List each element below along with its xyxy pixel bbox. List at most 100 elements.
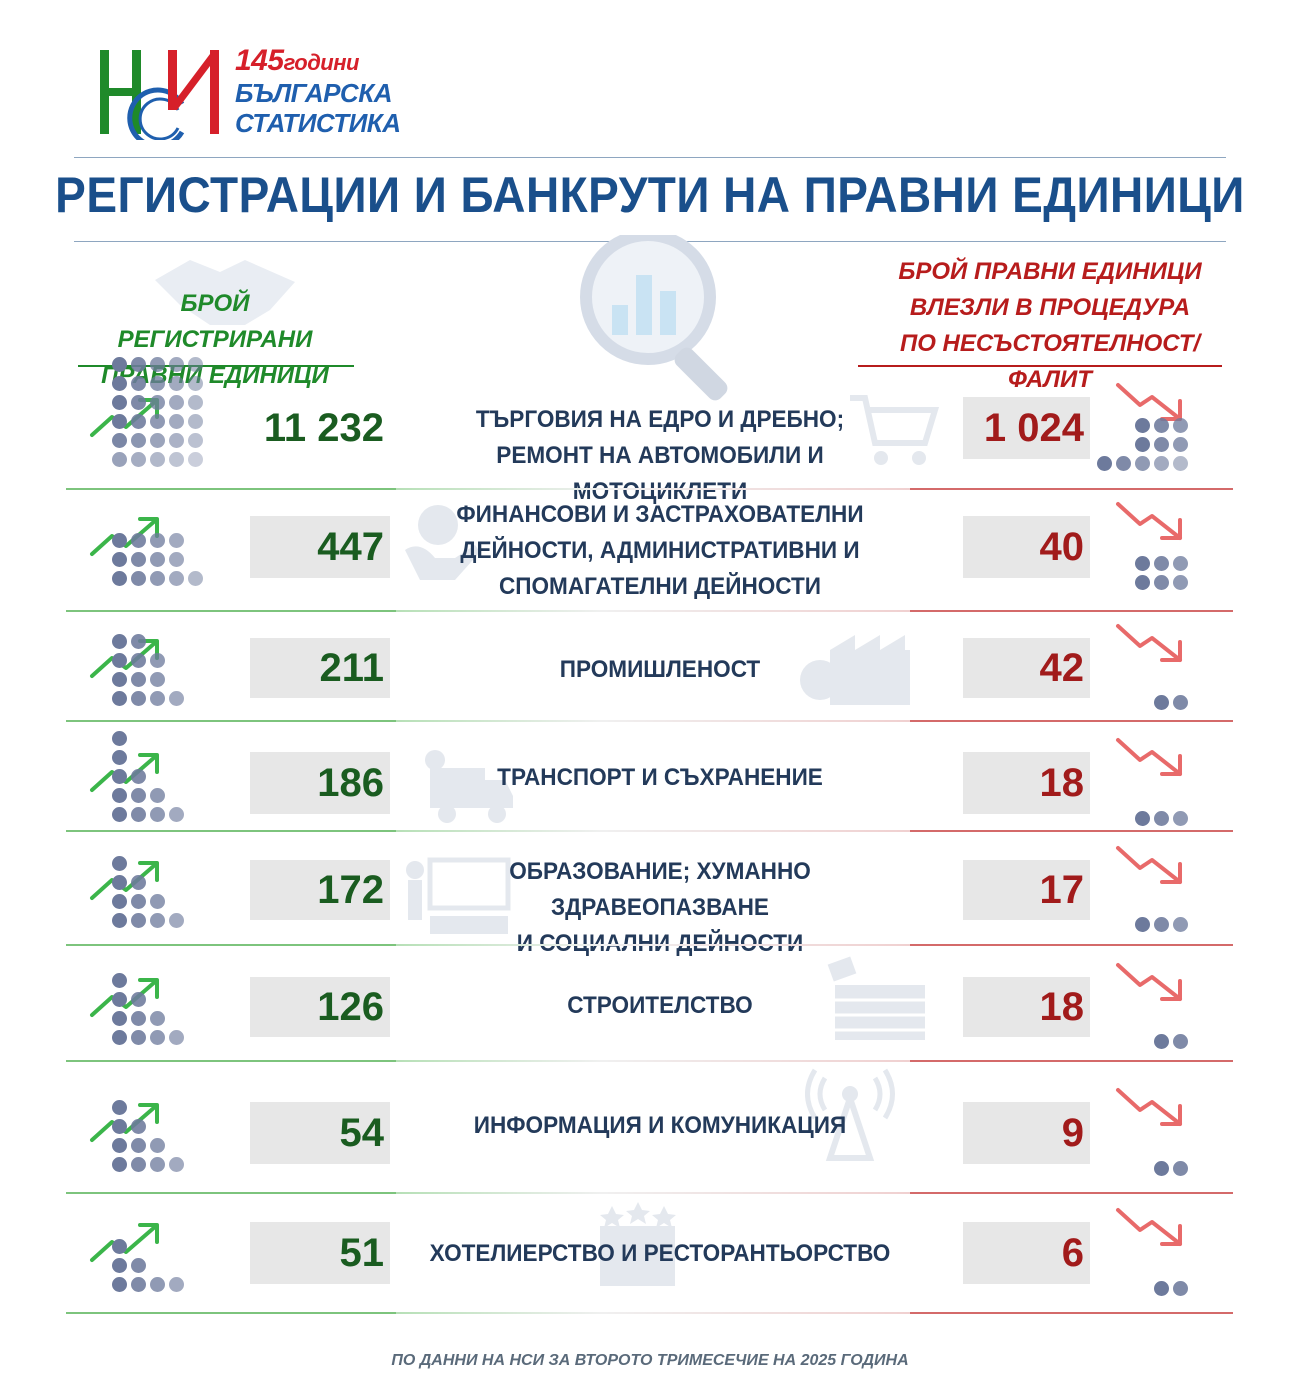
- unit-dot: [150, 807, 165, 822]
- unit-dot: [150, 414, 165, 429]
- unit-dot: [188, 376, 203, 391]
- unit-dot: [169, 533, 184, 548]
- unit-dot: [150, 1277, 165, 1292]
- bankrupt-count: 6: [963, 1222, 1090, 1284]
- page-title: РЕГИСТРАЦИИ И БАНКРУТИ НА ПРАВНИ ЕДИНИЦИ: [55, 167, 1245, 223]
- unit-dot: [112, 1239, 127, 1254]
- unit-dot: [150, 357, 165, 372]
- antenna-tower-icon: [805, 1068, 895, 1161]
- unit-dot: [112, 571, 127, 586]
- unit-dot: [131, 788, 146, 803]
- bankrupt-count: 1 024: [963, 397, 1090, 459]
- unit-dot: [169, 1157, 184, 1172]
- unit-dot: [131, 533, 146, 548]
- hotel-icon: [600, 1202, 676, 1286]
- unit-dot: [112, 653, 127, 668]
- unit-dot: [112, 769, 127, 784]
- unit-dot: [131, 571, 146, 586]
- registered-value: 51: [339, 1231, 385, 1275]
- unit-dot: [1135, 811, 1150, 826]
- unit-dot: [1154, 811, 1169, 826]
- unit-dot: [112, 731, 127, 746]
- unit-dot: [150, 376, 165, 391]
- sector-label: СТРОИТЕЛСТВО: [416, 988, 905, 1024]
- unit-dot: [112, 376, 127, 391]
- unit-dot: [131, 1138, 146, 1153]
- nsi-logo-mark: [100, 50, 219, 149]
- unit-dot: [169, 571, 184, 586]
- unit-dot: [112, 973, 127, 988]
- registered-count: 11 232: [250, 397, 390, 459]
- unit-dot: [112, 1277, 127, 1292]
- registered-value: 11 232: [263, 406, 384, 450]
- bankrupt-heading: БРОЙ ПРАВНИ ЕДИНИЦИ ВЛЕЗЛИ В ПРОЦЕДУРА ПО …: [898, 258, 1202, 393]
- logo-bulgarian: БЪЛГАРСКА: [235, 78, 392, 108]
- sector-label-line: ДЕЙНОСТИ, АДМИНИСТРАТИВНИ И: [460, 537, 860, 564]
- sector-label-line: ТРАНСПОРТ И СЪХРАНЕНИЕ: [497, 764, 823, 791]
- logo-years: 145години: [235, 44, 359, 77]
- registered-dots: [112, 973, 184, 1045]
- bankrupt-value: 18: [1039, 985, 1085, 1029]
- registered-count: 211: [250, 638, 390, 698]
- unit-dot: [131, 452, 146, 467]
- unit-dot: [169, 552, 184, 567]
- trend-down-arrow-icon: [1116, 1088, 1182, 1126]
- sector-label-line: РЕМОНТ НА АВТОМОБИЛИ И МОТОЦИКЛЕТИ: [496, 442, 824, 505]
- source-footnote: ПО ДАННИ НА НСИ ЗА ВТОРОТО ТРИМЕСЕЧИЕ НА…: [391, 1352, 909, 1369]
- unit-dot: [150, 533, 165, 548]
- sector-label: ИНФОРМАЦИЯ И КОМУНИКАЦИЯ: [416, 1108, 905, 1144]
- unit-dot: [131, 552, 146, 567]
- sector-label: ФИНАНСОВИ И ЗАСТРАХОВАТЕЛНИ ДЕЙНОСТИ, АДМ…: [416, 497, 905, 605]
- unit-dot: [1154, 556, 1169, 571]
- registered-count: 172: [250, 860, 390, 920]
- trend-down-arrow-icon: [1116, 738, 1182, 776]
- row-separator-left: [66, 488, 910, 490]
- unit-dot: [1173, 437, 1188, 452]
- bankrupt-dots: [1135, 917, 1188, 932]
- unit-dot: [1173, 1281, 1188, 1296]
- unit-dot: [112, 1138, 127, 1153]
- factory-icon: [800, 635, 910, 705]
- unit-dot: [1154, 1034, 1169, 1049]
- unit-dot: [1173, 556, 1188, 571]
- bankrupt-count: 17: [963, 860, 1090, 920]
- unit-dot: [169, 913, 184, 928]
- unit-dot: [188, 433, 203, 448]
- unit-dot: [1135, 437, 1150, 452]
- unit-dot: [112, 875, 127, 890]
- row-separator-right: [910, 610, 1233, 612]
- registered-value: 186: [317, 761, 384, 805]
- unit-dot: [150, 788, 165, 803]
- row-separator-right: [910, 1312, 1233, 1314]
- row-separator-left: [66, 610, 910, 612]
- sector-label-line: СТРОИТЕЛСТВО: [567, 992, 753, 1019]
- registered-dots: [112, 533, 203, 586]
- unit-dot: [112, 357, 127, 372]
- magnifier-chart-icon: [580, 235, 728, 401]
- sector-label-line: И СОЦИАЛНИ ДЕЙНОСТИ: [516, 930, 804, 957]
- registered-dots: [112, 1100, 184, 1172]
- unit-dot: [1135, 556, 1150, 571]
- sector-label: ОБРАЗОВАНИЕ; ХУМАННО ЗДРАВЕОПАЗВАНЕ И СОЦ…: [416, 854, 905, 962]
- sector-label: ХОТЕЛИЕРСТВО И РЕСТОРАНТЬОРСТВО: [416, 1236, 905, 1272]
- unit-dot: [112, 1011, 127, 1026]
- unit-dot: [131, 691, 146, 706]
- row-separator-right: [910, 720, 1233, 722]
- registered-count: 51: [250, 1222, 390, 1284]
- unit-dot: [1173, 811, 1188, 826]
- sector-label-line: СПОМАГАТЕЛНИ ДЕЙНОСТИ: [498, 573, 822, 600]
- bankrupt-dots: [1135, 811, 1188, 826]
- unit-dot: [150, 552, 165, 567]
- sector-label: ПРОМИШЛЕНОСТ: [416, 652, 905, 688]
- registered-value: 447: [317, 525, 384, 569]
- unit-dot: [112, 395, 127, 410]
- unit-dot: [150, 1011, 165, 1026]
- bankrupt-count: 42: [963, 638, 1090, 698]
- unit-dot: [1173, 456, 1188, 471]
- registered-dots: [112, 731, 184, 822]
- bankrupt-value: 40: [1039, 525, 1085, 569]
- unit-dot: [150, 571, 165, 586]
- brick-wall-icon: [827, 956, 925, 1040]
- registered-value: 126: [317, 985, 384, 1029]
- bankrupt-dots: [1154, 1281, 1188, 1296]
